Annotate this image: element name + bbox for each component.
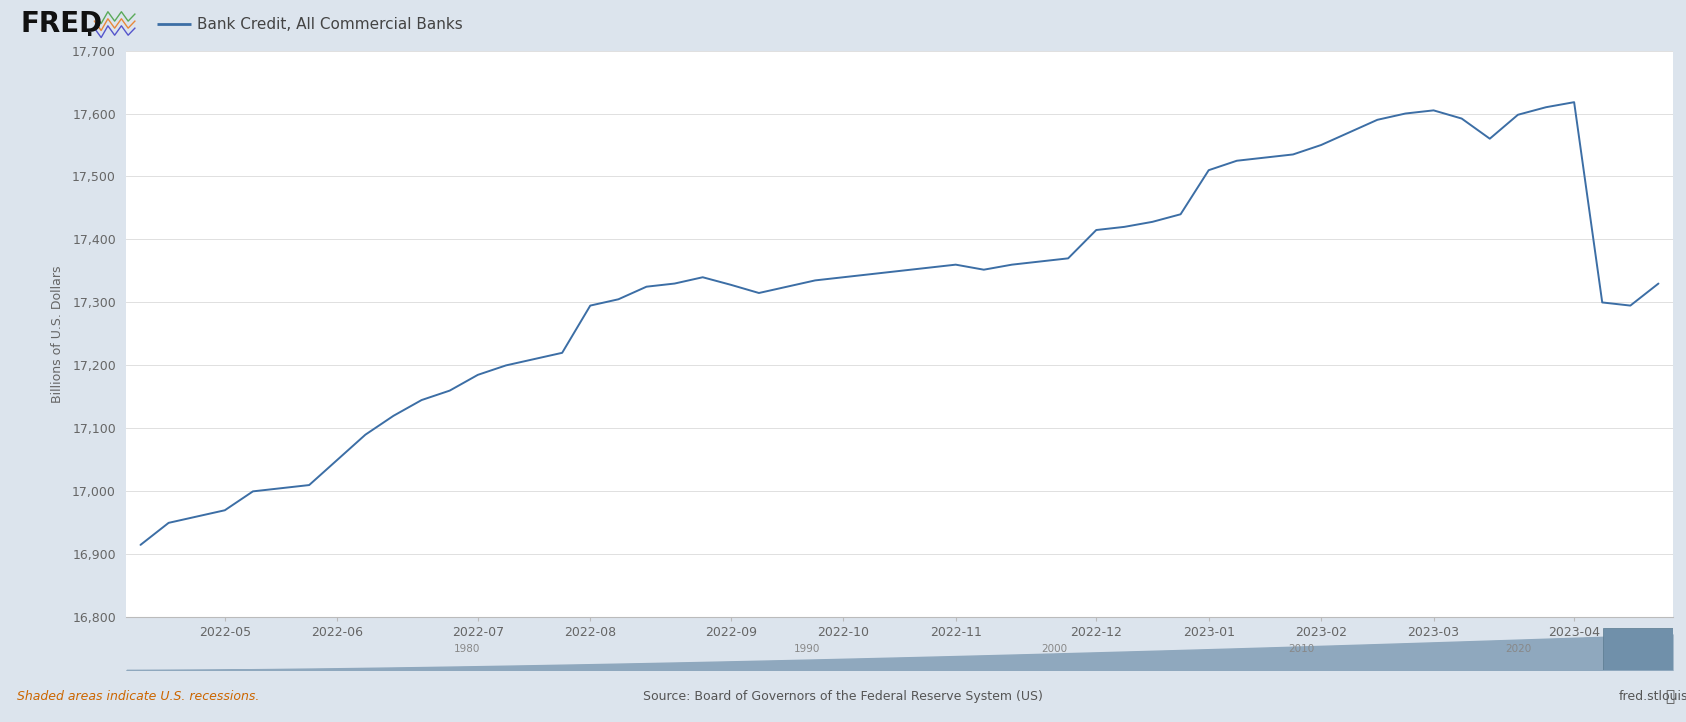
Text: 2000: 2000 <box>1040 644 1067 654</box>
Text: 2010: 2010 <box>1288 644 1315 654</box>
Text: 2020: 2020 <box>1506 644 1531 654</box>
Text: 1990: 1990 <box>794 644 819 654</box>
Text: ⤢: ⤢ <box>1666 689 1674 704</box>
Text: FRED: FRED <box>20 10 103 38</box>
Text: Source: Board of Governors of the Federal Reserve System (US): Source: Board of Governors of the Federa… <box>642 690 1044 703</box>
Text: Shaded areas indicate U.S. recessions.: Shaded areas indicate U.S. recessions. <box>17 690 260 703</box>
Text: Bank Credit, All Commercial Banks: Bank Credit, All Commercial Banks <box>197 17 464 32</box>
Text: 1980: 1980 <box>454 644 481 654</box>
Bar <box>1603 628 1673 670</box>
Text: fred.stlouisfed.org: fred.stlouisfed.org <box>1619 690 1686 703</box>
Text: .: . <box>86 21 93 40</box>
Y-axis label: Billions of U.S. Dollars: Billions of U.S. Dollars <box>51 265 64 403</box>
